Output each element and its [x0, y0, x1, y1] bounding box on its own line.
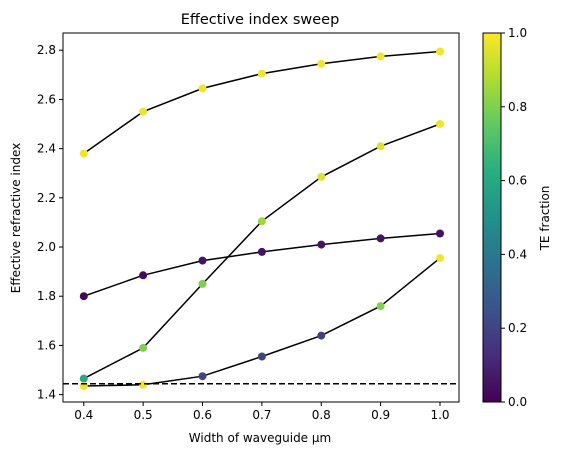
plot-frame [62, 32, 460, 403]
colorbar: 0.0 0.2 0.4 0.6 0.8 1.0 TE fraction [482, 26, 552, 409]
plot-area: 0.4 0.5 0.6 0.7 0.8 0.9 1.0 1.4 1.6 1.8 2.0 2.2 2.4… [37, 32, 460, 422]
data-point [317, 240, 326, 249]
colorbar-tick-label: 0.0 [508, 395, 527, 409]
data-point [317, 331, 326, 340]
data-point [376, 142, 385, 151]
data-point [198, 84, 207, 93]
x-tick-label: 1.0 [430, 408, 449, 422]
colorbar-ticks: 0.0 0.2 0.4 0.6 0.8 1.0 [501, 26, 527, 409]
series-line-3 [83, 232, 441, 297]
x-tick-label: 0.6 [193, 408, 212, 422]
y-tick-label: 2.0 [37, 240, 56, 254]
data-point [436, 47, 444, 56]
data-point [436, 120, 444, 128]
data-point [317, 59, 326, 68]
x-axis-ticks: 0.4 0.5 0.6 0.7 0.8 0.9 1.0 [74, 402, 450, 422]
colorbar-tick-label: 0.2 [508, 321, 527, 335]
colorbar-tick-label: 0.4 [508, 247, 527, 261]
data-point [139, 271, 148, 280]
data-point [79, 292, 88, 301]
colorbar-tick-label: 0.6 [508, 174, 527, 188]
data-point [139, 343, 148, 352]
y-axis-title: Effective refractive index [9, 143, 23, 294]
data-point [198, 372, 207, 381]
x-axis-title: Width of waveguide μm [189, 431, 331, 445]
data-point [376, 234, 385, 243]
y-axis-ticks: 1.4 1.6 1.8 2.0 2.2 2.4 2.6 2.8 [37, 43, 63, 402]
x-tick-label: 0.5 [134, 408, 153, 422]
x-tick-label: 0.7 [252, 408, 271, 422]
series-points [79, 47, 444, 390]
y-tick-label: 2.2 [37, 191, 56, 205]
colorbar-tick-label: 0.8 [508, 100, 527, 114]
y-tick-label: 2.4 [37, 142, 56, 156]
data-point [257, 69, 266, 78]
y-tick-label: 1.4 [37, 388, 56, 402]
colorbar-gradient [482, 32, 502, 403]
data-point [257, 352, 266, 361]
data-point [198, 256, 207, 265]
data-point [139, 380, 148, 389]
colorbar-tick-label: 1.0 [508, 26, 527, 40]
data-point [376, 52, 385, 61]
x-tick-label: 0.9 [371, 408, 390, 422]
series-line-1 [83, 50, 441, 155]
x-tick-label: 0.4 [74, 408, 93, 422]
data-point [436, 254, 444, 263]
data-point [79, 149, 88, 158]
data-point [257, 217, 266, 226]
chart-title: Effective index sweep [181, 12, 340, 28]
y-tick-label: 2.8 [37, 43, 56, 57]
data-point [376, 302, 385, 311]
y-tick-label: 1.6 [37, 338, 56, 352]
y-tick-label: 1.8 [37, 289, 56, 303]
data-point [257, 247, 266, 256]
data-point [139, 107, 148, 116]
x-tick-label: 0.8 [312, 408, 331, 422]
colorbar-label: TE fraction [538, 186, 552, 252]
data-point [198, 279, 207, 288]
data-point [79, 374, 88, 383]
data-point [317, 172, 326, 181]
data-point [436, 229, 444, 238]
y-tick-label: 2.6 [37, 92, 56, 106]
